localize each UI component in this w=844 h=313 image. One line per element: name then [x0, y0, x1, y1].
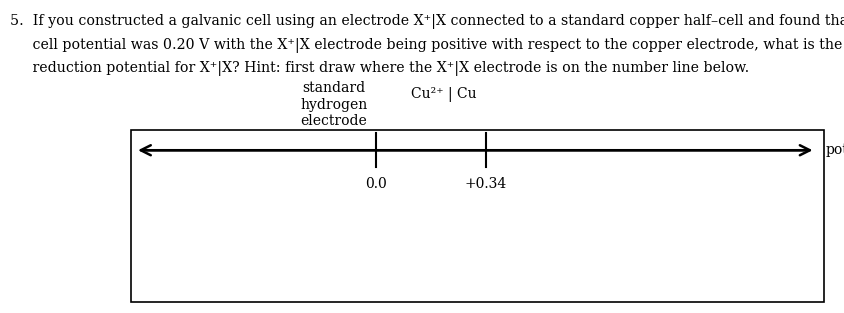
Bar	[131, 130, 823, 302]
Text: standard
hydrogen
electrode: standard hydrogen electrode	[300, 81, 367, 128]
Text: reduction potential for X⁺|X? Hint: first draw where the X⁺|X electrode is on th: reduction potential for X⁺|X? Hint: firs…	[10, 61, 749, 76]
Text: 0.0: 0.0	[365, 177, 387, 191]
Text: potential/V: potential/V	[825, 143, 844, 157]
Text: +0.34: +0.34	[464, 177, 506, 191]
Text: 5.  If you constructed a galvanic cell using an electrode X⁺|X connected to a st: 5. If you constructed a galvanic cell us…	[10, 14, 844, 29]
Text: cell potential was 0.20 V with the X⁺|X electrode being positive with respect to: cell potential was 0.20 V with the X⁺|X …	[10, 38, 844, 53]
Text: Cu²⁺ | Cu: Cu²⁺ | Cu	[410, 87, 476, 102]
